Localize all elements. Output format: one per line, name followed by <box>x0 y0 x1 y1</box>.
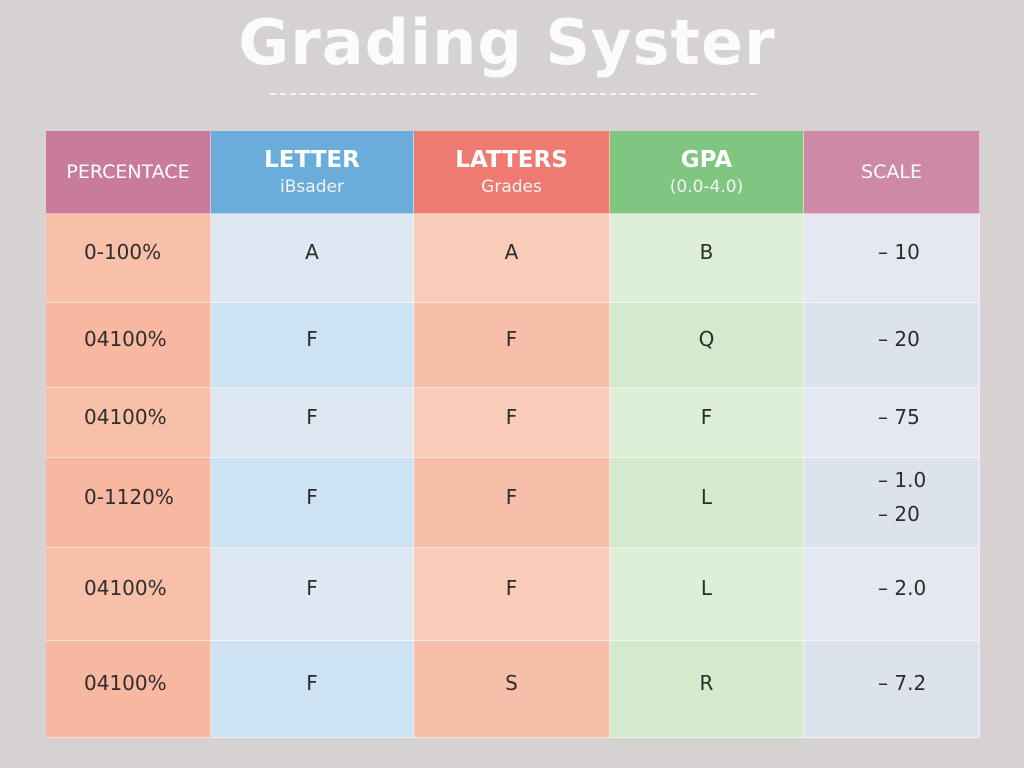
table-cell: F <box>211 548 414 641</box>
header-subtitle: (0.0-4.0) <box>669 177 744 197</box>
scale-value: – 20 <box>878 327 920 351</box>
table-cell: F <box>211 388 414 458</box>
scale-value: – 7.2 <box>878 671 927 695</box>
scale-value: – 1.0 <box>878 467 927 492</box>
cell-text: A <box>305 240 319 264</box>
table-cell: F <box>211 303 414 388</box>
title-rule <box>270 93 756 95</box>
table-cell: R <box>610 641 804 738</box>
cell-text: F <box>505 404 518 429</box>
table-cell: F <box>610 388 804 458</box>
cell-text: F <box>306 327 318 351</box>
scale-value: – 2.0 <box>878 576 927 600</box>
header-subtitle: Grades <box>481 177 542 197</box>
cell-text: L <box>700 576 713 600</box>
cell-text: 04100% <box>84 671 167 695</box>
cell-text: A <box>504 240 519 264</box>
table-cell: L <box>610 458 804 548</box>
header-title: LATTERS <box>455 147 568 173</box>
table-cell: F <box>414 548 610 641</box>
header-title: SCALE <box>861 161 922 183</box>
header-subtitle: iBsader <box>280 177 344 197</box>
cell-text: L <box>700 484 713 509</box>
table-cell: F <box>211 458 414 548</box>
table-cell: S <box>414 641 610 738</box>
cell-text: B <box>699 240 714 264</box>
table-cell: – 1.0 – 20 <box>804 458 980 548</box>
scale-value: – 20 <box>878 501 920 526</box>
cell-text: F <box>700 404 713 429</box>
cell-text: F <box>306 671 318 695</box>
column-header: LETTER iBsader <box>211 131 414 214</box>
cell-text: F <box>505 327 518 351</box>
cell-text: F <box>505 484 518 509</box>
page-title: Grading Syster <box>238 6 776 79</box>
column-header: PERCENTACE <box>46 131 211 214</box>
table-cell: Q <box>610 303 804 388</box>
table-cell: 0-1120% <box>46 458 211 548</box>
table-cell: 04100% <box>46 641 211 738</box>
table-cell: F <box>211 641 414 738</box>
table-cell: L <box>610 548 804 641</box>
table-cell: 04100% <box>46 548 211 641</box>
cell-text: 04100% <box>84 327 167 351</box>
table-cell: – 75 <box>804 388 980 458</box>
cell-text: 0-1120% <box>84 484 174 509</box>
table-cell: A <box>414 214 610 303</box>
cell-text: Q <box>698 327 715 351</box>
cell-text: F <box>306 484 318 509</box>
grading-table: PERCENTACE LETTER iBsader LATTERS Grades GPA (… <box>46 131 980 738</box>
column-header: LATTERS Grades <box>414 131 610 214</box>
column-header: GPA (0.0-4.0) <box>610 131 804 214</box>
header-title: LETTER <box>264 147 360 173</box>
header-title: GPA <box>680 147 733 173</box>
header-title: PERCENTACE <box>66 161 190 183</box>
table-cell: – 7.2 <box>804 641 980 738</box>
table-cell: – 2.0 <box>804 548 980 641</box>
table-cell: 04100% <box>46 303 211 388</box>
cell-text: F <box>505 576 518 600</box>
cell-text: S <box>505 671 518 695</box>
column-header: SCALE <box>804 131 980 214</box>
table-cell: – 20 <box>804 303 980 388</box>
table-cell: F <box>414 303 610 388</box>
scale-value: – 75 <box>878 404 920 429</box>
scale-value: – 10 <box>878 240 920 264</box>
cell-text: F <box>306 576 318 600</box>
cell-text: F <box>306 404 318 429</box>
table-cell: – 10 <box>804 214 980 303</box>
table-cell: A <box>211 214 414 303</box>
table-cell: F <box>414 458 610 548</box>
table-cell: B <box>610 214 804 303</box>
cell-text: R <box>699 671 714 695</box>
table-cell: 0-100% <box>46 214 211 303</box>
cell-text: 0-100% <box>84 240 162 264</box>
cell-text: 04100% <box>84 576 167 600</box>
table-cell: 04100% <box>46 388 211 458</box>
cell-text: 04100% <box>84 404 167 429</box>
table-cell: F <box>414 388 610 458</box>
